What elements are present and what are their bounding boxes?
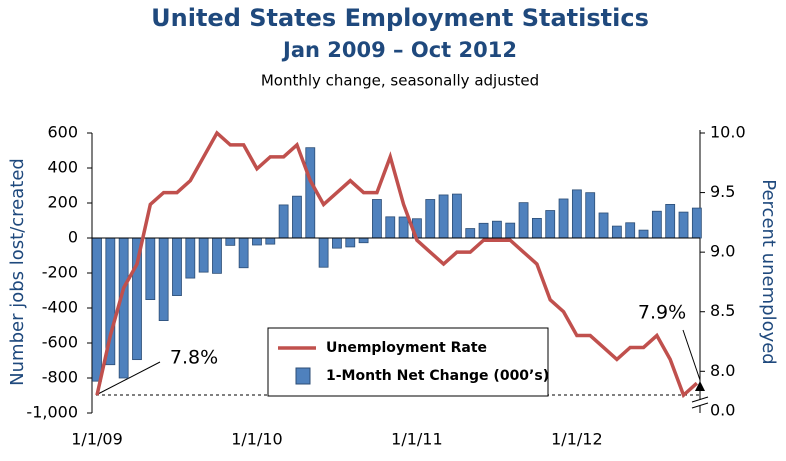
bar bbox=[598, 212, 609, 239]
y2-tick-label: 9.0 bbox=[710, 242, 735, 261]
bar bbox=[425, 199, 436, 239]
bar bbox=[158, 237, 169, 321]
y-tick-label: -400 bbox=[42, 298, 78, 317]
bar bbox=[225, 237, 236, 246]
bar bbox=[358, 237, 369, 244]
legend-label: 1-Month Net Change (000’s) bbox=[326, 368, 549, 384]
bar bbox=[558, 198, 569, 239]
bar bbox=[491, 220, 502, 239]
bar bbox=[292, 195, 302, 239]
bar bbox=[372, 199, 382, 239]
bar bbox=[465, 228, 476, 239]
legend-label: Unemployment Rate bbox=[326, 340, 487, 356]
bar bbox=[265, 237, 276, 245]
bar bbox=[212, 237, 222, 274]
chart-note: Monthly change, seasonally adjusted bbox=[261, 72, 539, 90]
bar bbox=[318, 237, 329, 268]
bar bbox=[92, 237, 102, 382]
y2-tick-label: 8.5 bbox=[710, 301, 735, 320]
bar bbox=[531, 217, 542, 239]
bar bbox=[118, 237, 129, 379]
bar bbox=[198, 237, 209, 273]
legend-box bbox=[267, 327, 549, 397]
y2-axis-label: Percent unemployed bbox=[758, 179, 779, 364]
bar bbox=[678, 211, 689, 239]
y-tick-label: -600 bbox=[42, 333, 78, 352]
y-tick-label: -1,000 bbox=[26, 403, 78, 422]
bar bbox=[305, 147, 316, 239]
x-tick-label: 1/1/10 bbox=[231, 430, 283, 449]
bar bbox=[332, 237, 342, 249]
bar bbox=[238, 237, 249, 269]
annotation-leader bbox=[95, 361, 161, 396]
bar bbox=[345, 237, 356, 248]
y-tick-label: -800 bbox=[42, 368, 78, 387]
y2-tick-label: 8.0 bbox=[710, 361, 735, 380]
bar bbox=[611, 225, 622, 239]
y-tick-label: 600 bbox=[47, 123, 78, 142]
chart-subtitle: Jan 2009 – Oct 2012 bbox=[281, 38, 517, 62]
y-tick-label: 0 bbox=[68, 228, 78, 247]
bar bbox=[478, 222, 489, 239]
chart-title: United States Employment Statistics bbox=[151, 4, 649, 32]
y-tick-label: 200 bbox=[47, 193, 78, 212]
bar bbox=[278, 204, 289, 239]
axis-break bbox=[691, 402, 709, 409]
y2-tick-label: 0.0 bbox=[710, 401, 735, 420]
bar bbox=[385, 216, 396, 239]
x-tick-label: 1/1/11 bbox=[391, 430, 443, 449]
bar bbox=[452, 193, 462, 239]
bar bbox=[398, 216, 409, 239]
bar bbox=[185, 237, 196, 279]
bar bbox=[665, 203, 676, 239]
annotation: 7.8% bbox=[170, 347, 218, 369]
bar bbox=[585, 192, 596, 239]
annotation-leader bbox=[682, 329, 701, 381]
bar bbox=[545, 210, 556, 239]
bar bbox=[638, 229, 649, 239]
y-axis-label: Number jobs lost/created bbox=[7, 158, 28, 386]
annotation: 7.9% bbox=[638, 302, 686, 324]
y-tick-label: -200 bbox=[42, 263, 78, 282]
axis-break bbox=[691, 396, 709, 403]
bar bbox=[505, 222, 516, 239]
bar bbox=[145, 237, 156, 300]
y2-tick-label: 10.0 bbox=[710, 123, 746, 142]
bar bbox=[691, 207, 702, 239]
bar bbox=[625, 222, 636, 239]
bar bbox=[571, 189, 582, 239]
bar bbox=[518, 202, 529, 239]
bar bbox=[651, 210, 662, 239]
line bbox=[95, 130, 699, 399]
y-tick-label: 400 bbox=[47, 158, 78, 177]
bar bbox=[172, 237, 182, 296]
y2-tick-label: 9.5 bbox=[710, 182, 735, 201]
bar bbox=[252, 237, 262, 246]
x-tick-label: 1/1/09 bbox=[71, 430, 123, 449]
legend-swatch bbox=[295, 367, 311, 385]
x-tick-label: 1/1/12 bbox=[551, 430, 603, 449]
bar bbox=[438, 194, 449, 239]
